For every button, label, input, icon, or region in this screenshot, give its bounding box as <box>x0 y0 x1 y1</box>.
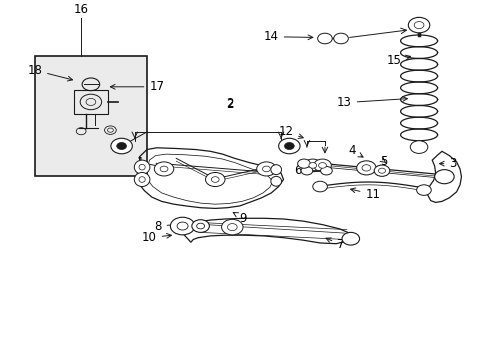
Circle shape <box>373 165 389 176</box>
Text: 3: 3 <box>439 157 456 170</box>
Text: 12: 12 <box>278 125 303 139</box>
Circle shape <box>312 181 327 192</box>
Circle shape <box>356 161 375 175</box>
Circle shape <box>313 159 330 172</box>
Text: 9: 9 <box>233 212 246 225</box>
Circle shape <box>221 219 243 235</box>
Text: 4: 4 <box>347 144 362 157</box>
Text: 13: 13 <box>336 96 407 109</box>
Text: 15: 15 <box>386 54 409 67</box>
Circle shape <box>205 172 224 186</box>
Text: 17: 17 <box>110 80 164 93</box>
Circle shape <box>434 170 453 184</box>
Circle shape <box>378 168 385 173</box>
Circle shape <box>278 138 300 154</box>
Circle shape <box>341 233 359 245</box>
Circle shape <box>407 17 429 33</box>
Ellipse shape <box>134 172 150 186</box>
Ellipse shape <box>139 165 145 170</box>
Text: 18: 18 <box>27 64 72 81</box>
Circle shape <box>191 220 209 233</box>
Text: 5: 5 <box>379 155 386 168</box>
Circle shape <box>304 159 321 172</box>
Circle shape <box>170 217 194 235</box>
Text: 2: 2 <box>225 98 233 111</box>
Circle shape <box>117 143 126 149</box>
Ellipse shape <box>270 165 281 175</box>
Text: 16: 16 <box>74 3 88 15</box>
Bar <box>35 56 147 176</box>
Circle shape <box>196 223 204 229</box>
Text: 1: 1 <box>137 156 160 169</box>
Circle shape <box>111 138 132 154</box>
Ellipse shape <box>139 177 145 182</box>
Circle shape <box>317 33 331 44</box>
Circle shape <box>284 143 294 149</box>
Circle shape <box>308 163 316 168</box>
Circle shape <box>160 166 167 172</box>
Circle shape <box>409 141 427 153</box>
Circle shape <box>333 33 347 44</box>
Circle shape <box>297 159 310 168</box>
Text: 2: 2 <box>225 98 233 111</box>
Circle shape <box>211 177 219 182</box>
Text: 11: 11 <box>350 188 380 201</box>
Circle shape <box>361 165 370 171</box>
Text: 8: 8 <box>154 220 176 233</box>
Ellipse shape <box>270 176 281 186</box>
Circle shape <box>416 185 430 195</box>
Text: 7: 7 <box>325 238 344 251</box>
Circle shape <box>301 166 312 175</box>
Circle shape <box>320 166 331 175</box>
Ellipse shape <box>134 160 150 174</box>
Text: 10: 10 <box>142 231 171 244</box>
Circle shape <box>318 163 326 168</box>
Circle shape <box>154 162 173 176</box>
Circle shape <box>177 222 188 230</box>
Bar <box>74 90 108 114</box>
Circle shape <box>413 22 423 29</box>
Circle shape <box>262 166 270 172</box>
Circle shape <box>227 224 237 231</box>
Text: 14: 14 <box>263 30 312 43</box>
Circle shape <box>256 162 276 176</box>
Text: 6: 6 <box>294 164 308 177</box>
